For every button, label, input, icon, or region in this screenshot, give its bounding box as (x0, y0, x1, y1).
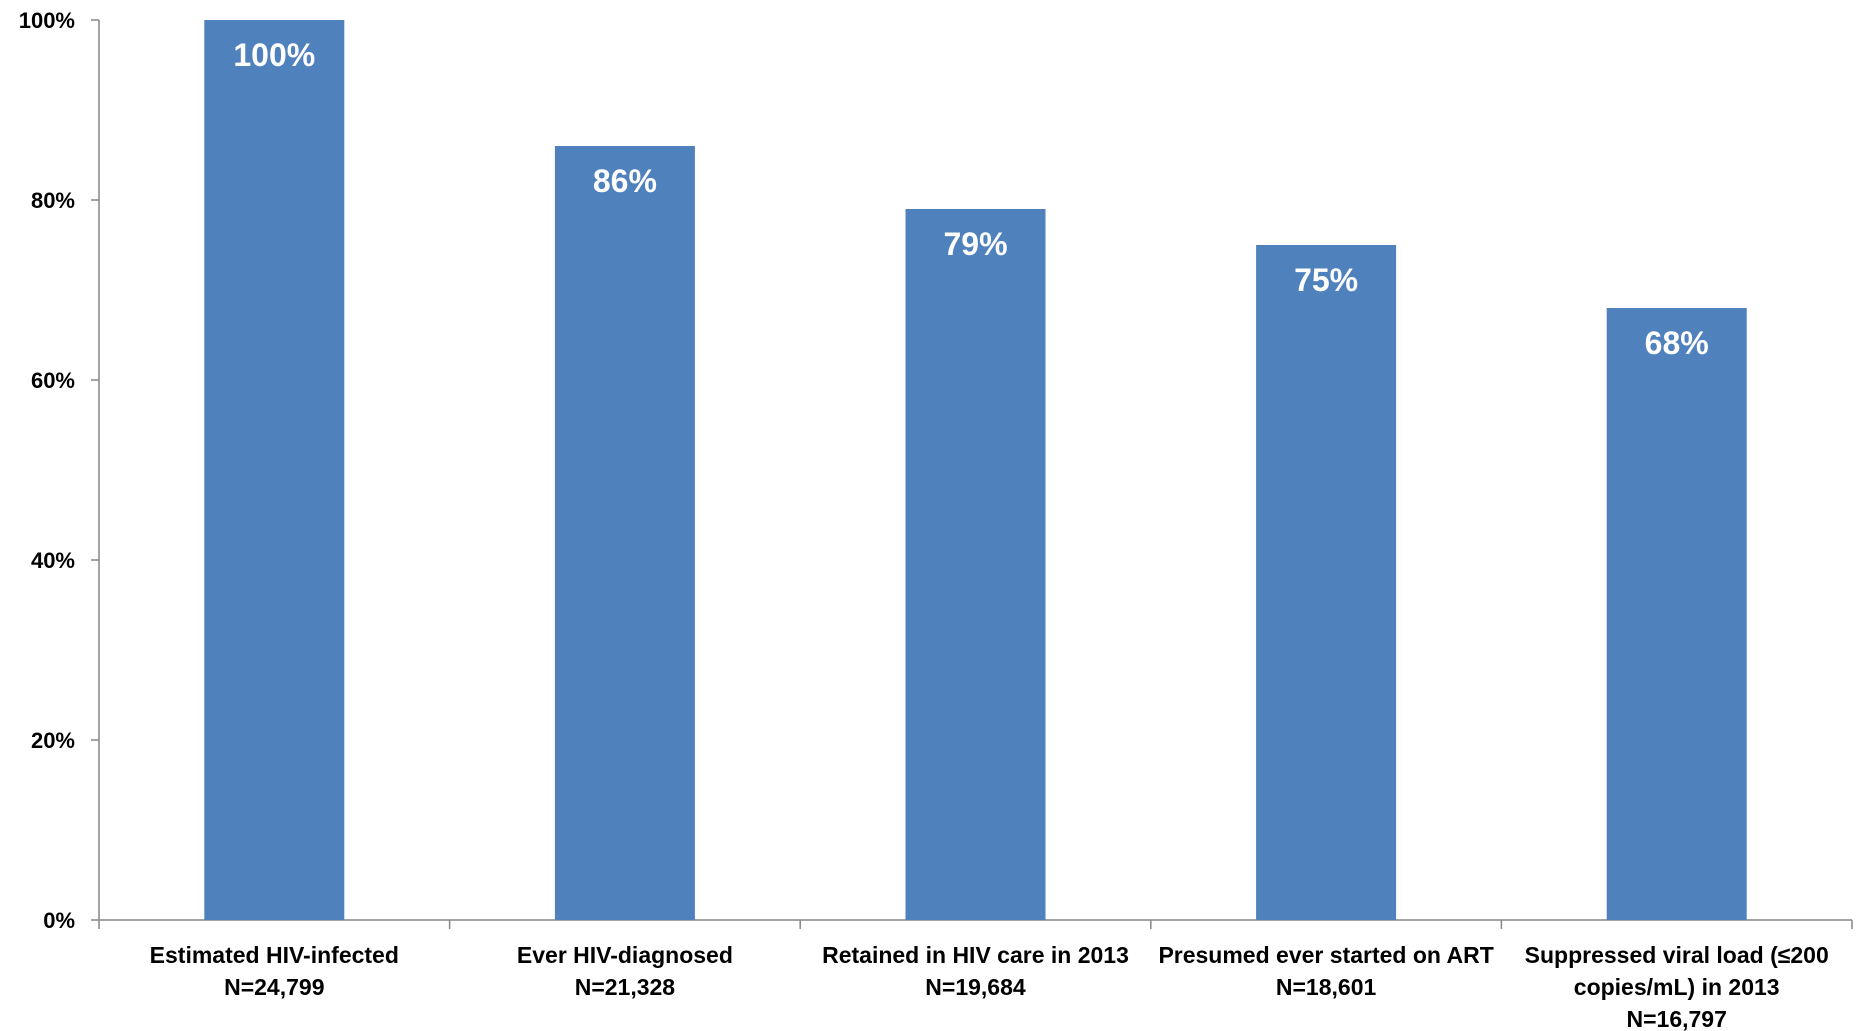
category-labels: Estimated HIV-infected N=24,799 Ever HIV-d… (150, 942, 1829, 1031)
data-label: 86% (593, 163, 657, 199)
bar (1606, 308, 1747, 920)
y-axis: 0% 20% 40% 60% 80% 100% (19, 8, 100, 933)
y-tick-label: 80% (31, 188, 75, 213)
data-label: 79% (943, 226, 1007, 262)
y-tick-label: 100% (19, 8, 75, 33)
x-category-label: copies/mL) in 2013 (1574, 974, 1780, 1000)
x-category-label: N=16,797 (1627, 1006, 1727, 1031)
x-category-label: Presumed ever started on ART (1158, 942, 1493, 968)
bar (1256, 245, 1397, 920)
bars (204, 20, 1747, 920)
bar (554, 146, 695, 920)
x-category-label: N=21,328 (575, 974, 676, 1000)
x-category-label: Estimated HIV-infected (150, 942, 399, 968)
data-label: 100% (233, 37, 315, 73)
data-labels: 100% 86% 79% 75% 68% (233, 37, 1708, 361)
data-label: 75% (1294, 262, 1358, 298)
y-tick-label: 20% (31, 728, 75, 753)
y-tick-label: 0% (43, 908, 75, 933)
x-category-label: Retained in HIV care in 2013 (822, 942, 1129, 968)
y-tick-label: 60% (31, 368, 75, 393)
y-tick-label: 40% (31, 548, 75, 573)
bar (905, 209, 1046, 920)
bar (204, 20, 345, 920)
x-category-label: Ever HIV-diagnosed (517, 942, 733, 968)
x-axis (98, 919, 1853, 929)
data-label: 68% (1645, 325, 1709, 361)
x-category-label: N=18,601 (1276, 974, 1377, 1000)
x-category-label: Suppressed viral load (≤200 (1525, 942, 1829, 968)
x-category-label: N=19,684 (925, 974, 1026, 1000)
x-category-label: N=24,799 (224, 974, 324, 1000)
